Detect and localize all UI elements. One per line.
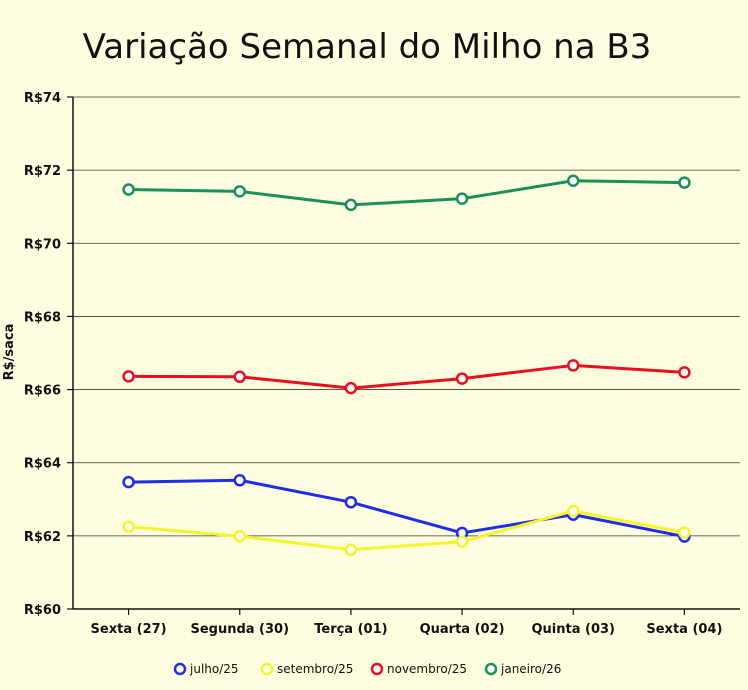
data-point-janeiro-26 — [455, 192, 469, 205]
data-point-novembro-25 — [678, 366, 691, 379]
data-point-novembro-25 — [567, 359, 580, 372]
y-tick-label: R$66 — [24, 384, 61, 399]
legend-marker — [370, 662, 384, 676]
data-point-novembro-25 — [122, 370, 135, 383]
x-tick-label: Quinta (03) — [531, 622, 615, 637]
x-tick-label: Sexta (27) — [91, 622, 167, 637]
series-group — [122, 174, 691, 557]
x-tick-label: Terça (01) — [314, 622, 387, 637]
legend-item-julho-25: julho/25 — [173, 662, 239, 676]
y-axis-ticks: R$60 R$62 R$64 R$66 R$68 R$70 R$72 R$74 — [24, 91, 73, 618]
series-line-novembro-25 — [128, 363, 685, 390]
data-point-julho-25 — [122, 475, 135, 489]
y-tick-label: R$72 — [24, 164, 61, 179]
legend-label: julho/25 — [189, 662, 239, 676]
data-point-novembro-25 — [233, 370, 246, 384]
data-point-novembro-25 — [455, 372, 469, 385]
legend-label: novembro/25 — [387, 662, 467, 676]
data-point-janeiro-26 — [233, 185, 246, 198]
y-tick-label: R$74 — [24, 91, 61, 106]
data-point-janeiro-26 — [567, 174, 580, 187]
chart-title: Variação Semanal do Milho na B3 — [83, 27, 652, 67]
legend-item-janeiro-26: janeiro/26 — [484, 662, 561, 676]
y-axis-label: R$/saca — [2, 324, 17, 381]
data-point-janeiro-26 — [122, 183, 135, 196]
legend-marker — [484, 662, 498, 676]
legend: julho/25 setembro/25 novembro/25 janeiro/26 — [173, 662, 561, 676]
y-tick-label: R$60 — [24, 603, 61, 618]
series-line-janeiro-26 — [128, 179, 685, 207]
series-janeiro-26 — [122, 174, 691, 212]
y-tick-label: R$62 — [24, 530, 61, 545]
series-novembro-25 — [122, 359, 691, 395]
legend-item-novembro-25: novembro/25 — [370, 662, 467, 676]
data-point-setembro-25 — [567, 504, 580, 518]
legend-label: setembro/25 — [277, 662, 353, 676]
x-tick-label: Sexta (04) — [646, 622, 722, 637]
axes — [72, 97, 740, 610]
gridlines — [73, 96, 740, 537]
data-point-setembro-25 — [233, 529, 246, 543]
legend-item-setembro-25: setembro/25 — [260, 662, 353, 676]
legend-marker — [260, 662, 274, 676]
series-line-setembro-25 — [128, 509, 685, 552]
series-setembro-25 — [122, 504, 691, 557]
series-line-julho-25 — [128, 478, 685, 539]
data-point-julho-25 — [344, 495, 358, 509]
y-tick-label: R$64 — [24, 457, 61, 472]
data-point-novembro-25 — [344, 381, 358, 395]
x-axis-ticks: Sexta (27) Segunda (30) Terça (01) Quarta (… — [91, 609, 722, 637]
legend-marker — [173, 662, 187, 676]
y-tick-label: R$70 — [24, 237, 61, 252]
data-point-setembro-25 — [455, 535, 469, 548]
data-point-janeiro-26 — [678, 176, 691, 189]
series-julho-25 — [122, 474, 691, 543]
data-point-setembro-25 — [122, 520, 135, 533]
data-point-janeiro-26 — [344, 198, 358, 212]
data-point-setembro-25 — [344, 543, 358, 557]
y-tick-label: R$68 — [24, 310, 61, 325]
x-tick-label: Quarta (02) — [420, 622, 505, 637]
x-tick-label: Segunda (30) — [190, 622, 289, 637]
legend-label: janeiro/26 — [500, 662, 561, 676]
data-point-setembro-25 — [678, 526, 691, 539]
data-point-julho-25 — [233, 474, 246, 487]
